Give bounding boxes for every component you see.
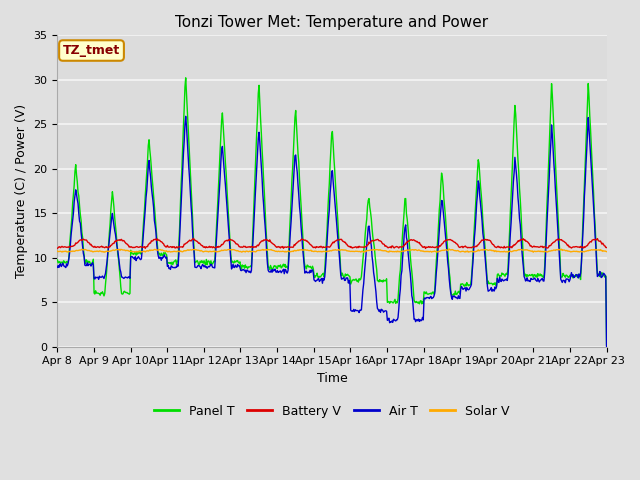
Air T <box>120 276 128 281</box>
Battery V <box>422 246 429 252</box>
X-axis label: Time: Time <box>317 372 348 385</box>
Solar V <box>176 249 184 254</box>
Solar V <box>399 248 407 254</box>
Solar V <box>120 247 128 253</box>
Battery V <box>205 243 213 249</box>
Title: Tonzi Tower Met: Temperature and Power: Tonzi Tower Met: Temperature and Power <box>175 15 488 30</box>
Solar V <box>415 247 423 253</box>
Battery V <box>176 244 184 250</box>
Panel T <box>205 259 213 265</box>
Solar V <box>205 249 212 255</box>
Text: TZ_tmet: TZ_tmet <box>63 44 120 57</box>
Solar V <box>360 249 367 255</box>
Battery V <box>189 236 197 241</box>
Panel T <box>603 342 611 348</box>
Panel T <box>54 257 61 263</box>
Solar V <box>603 249 611 254</box>
Air T <box>182 113 189 119</box>
Air T <box>176 235 184 241</box>
Solar V <box>63 249 71 255</box>
Battery V <box>63 244 71 250</box>
Line: Panel T: Panel T <box>58 78 607 345</box>
Battery V <box>415 240 423 245</box>
Panel T <box>120 289 128 295</box>
Air T <box>603 344 611 349</box>
Battery V <box>399 243 407 249</box>
Battery V <box>54 245 61 251</box>
Battery V <box>120 238 128 243</box>
Air T <box>399 245 407 251</box>
Panel T <box>399 220 407 226</box>
Air T <box>54 264 61 270</box>
Panel T <box>182 75 189 81</box>
Air T <box>415 319 423 324</box>
Line: Air T: Air T <box>58 116 607 347</box>
Panel T <box>63 260 71 265</box>
Y-axis label: Temperature (C) / Power (V): Temperature (C) / Power (V) <box>15 104 28 278</box>
Battery V <box>603 245 611 251</box>
Line: Solar V: Solar V <box>58 249 607 252</box>
Solar V <box>445 246 453 252</box>
Solar V <box>54 248 61 254</box>
Line: Battery V: Battery V <box>58 239 607 249</box>
Air T <box>63 263 71 269</box>
Panel T <box>176 225 184 230</box>
Air T <box>205 264 213 270</box>
Legend: Panel T, Battery V, Air T, Solar V: Panel T, Battery V, Air T, Solar V <box>149 400 515 423</box>
Panel T <box>415 301 423 307</box>
